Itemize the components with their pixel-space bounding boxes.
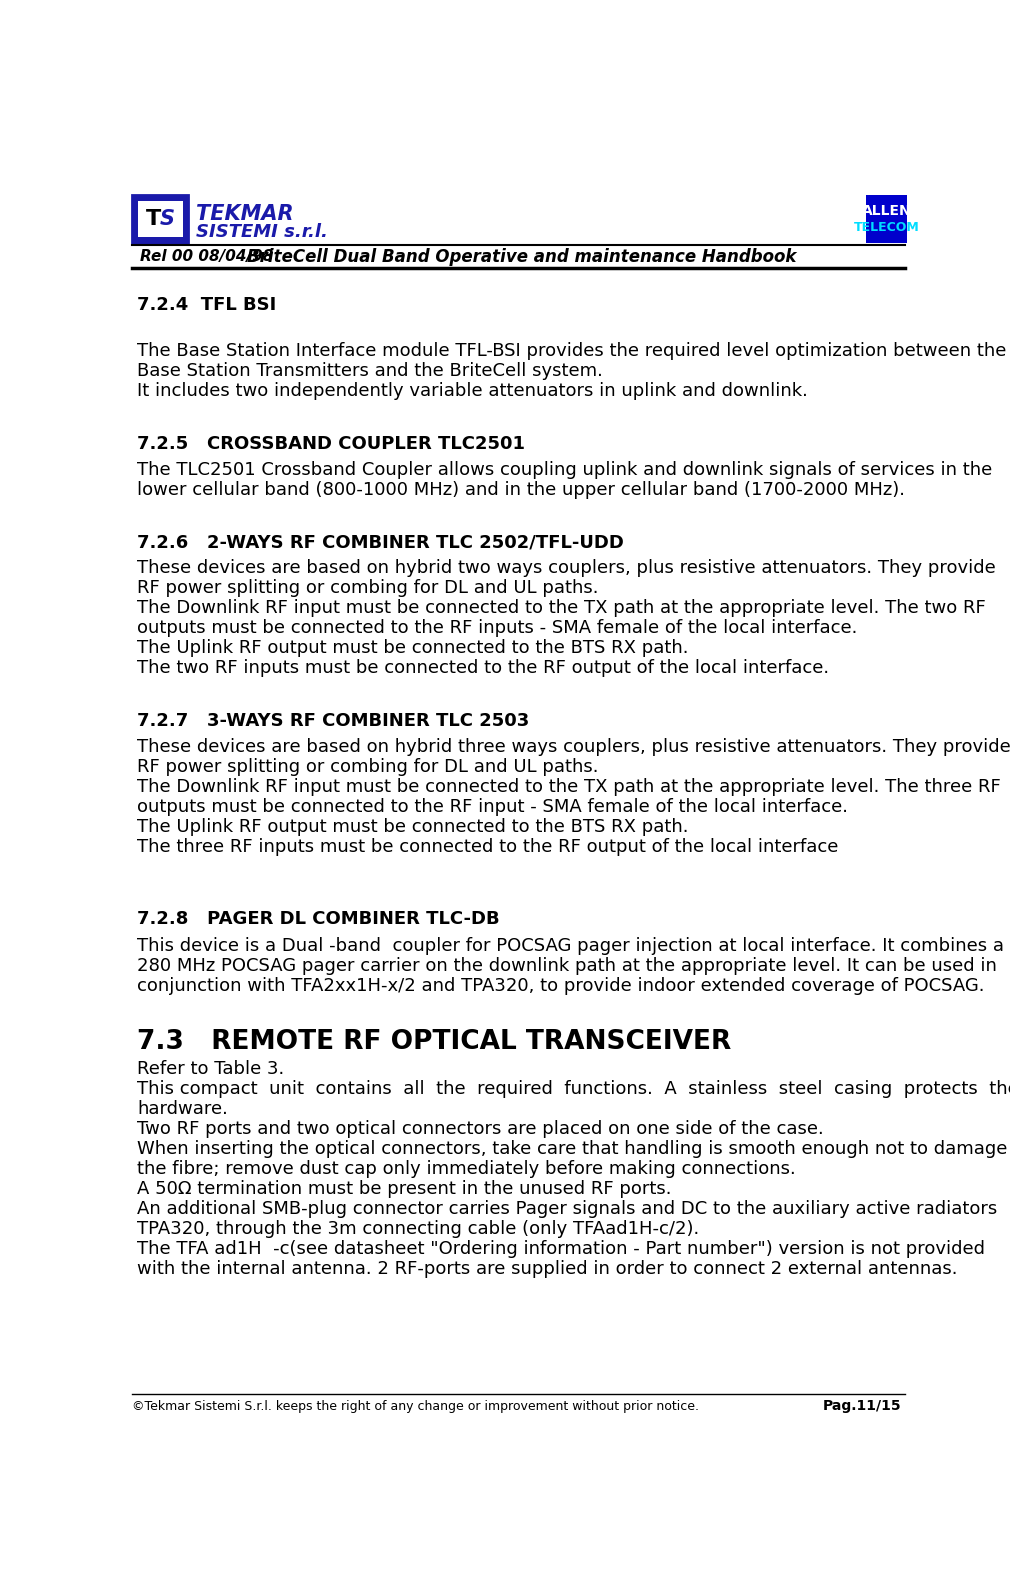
Text: TELECOM: TELECOM [853,222,919,234]
Text: T: T [145,209,161,230]
Text: TEKMAR: TEKMAR [196,204,294,223]
Text: Pag.11/15: Pag.11/15 [822,1400,901,1414]
Text: This device is a Dual -band  coupler for POCSAG pager injection at local interfa: This device is a Dual -band coupler for … [137,937,1004,955]
Text: Rel 00 08/04/98: Rel 00 08/04/98 [140,249,274,265]
Text: 7.3   REMOTE RF OPTICAL TRANSCEIVER: 7.3 REMOTE RF OPTICAL TRANSCEIVER [137,1030,731,1055]
Text: outputs must be connected to the RF input - SMA female of the local interface.: outputs must be connected to the RF inpu… [137,799,848,816]
Text: 7.2.8   PAGER DL COMBINER TLC-DB: 7.2.8 PAGER DL COMBINER TLC-DB [137,910,500,928]
Text: This compact  unit  contains  all  the  required  functions.  A  stainless  stee: This compact unit contains all the requi… [137,1079,1010,1098]
Text: The Uplink RF output must be connected to the BTS RX path.: The Uplink RF output must be connected t… [137,818,689,837]
Text: 280 MHz POCSAG pager carrier on the downlink path at the appropriate level. It c: 280 MHz POCSAG pager carrier on the down… [137,956,997,974]
Text: The Base Station Interface module TFL-BSI provides the required level optimizati: The Base Station Interface module TFL-BS… [137,343,1007,360]
Text: The TFA ad1H  -c(see datasheet "Ordering information - Part number") version is : The TFA ad1H -c(see datasheet "Ordering … [137,1240,985,1258]
Text: hardware.: hardware. [137,1100,228,1117]
Text: 7.2.6   2-WAYS RF COMBINER TLC 2502/TFL-UDD: 7.2.6 2-WAYS RF COMBINER TLC 2502/TFL-UD… [137,532,624,552]
Text: 7.2.5   CROSSBAND COUPLER TLC2501: 7.2.5 CROSSBAND COUPLER TLC2501 [137,435,525,453]
Text: An additional SMB-plug connector carries Pager signals and DC to the auxiliary a: An additional SMB-plug connector carries… [137,1200,997,1218]
Text: RF power splitting or combing for DL and UL paths.: RF power splitting or combing for DL and… [137,759,599,776]
Text: outputs must be connected to the RF inputs - SMA female of the local interface.: outputs must be connected to the RF inpu… [137,620,857,638]
Text: These devices are based on hybrid two ways couplers, plus resistive attenuators.: These devices are based on hybrid two wa… [137,559,996,577]
Text: The Downlink RF input must be connected to the TX path at the appropriate level.: The Downlink RF input must be connected … [137,599,986,617]
Text: Base Station Transmitters and the BriteCell system.: Base Station Transmitters and the BriteC… [137,362,603,381]
Text: Two RF ports and two optical connectors are placed on one side of the case.: Two RF ports and two optical connectors … [137,1121,824,1138]
Text: A 50Ω termination must be present in the unused RF ports.: A 50Ω termination must be present in the… [137,1180,672,1199]
Text: These devices are based on hybrid three ways couplers, plus resistive attenuator: These devices are based on hybrid three … [137,738,1010,756]
Text: 7.2.4  TFL BSI: 7.2.4 TFL BSI [137,296,277,314]
FancyBboxPatch shape [867,194,907,242]
Text: S: S [160,209,175,230]
Text: Refer to Table 3.: Refer to Table 3. [137,1060,285,1078]
Text: The TLC2501 Crossband Coupler allows coupling uplink and downlink signals of ser: The TLC2501 Crossband Coupler allows cou… [137,461,993,478]
Text: It includes two independently variable attenuators in uplink and downlink.: It includes two independently variable a… [137,383,808,400]
Text: RF power splitting or combing for DL and UL paths.: RF power splitting or combing for DL and… [137,579,599,598]
Text: TPA320, through the 3m connecting cable (only TFAad1H-c/2).: TPA320, through the 3m connecting cable … [137,1219,699,1239]
Text: The Downlink RF input must be connected to the TX path at the appropriate level.: The Downlink RF input must be connected … [137,778,1001,795]
Text: The three RF inputs must be connected to the RF output of the local interface: The three RF inputs must be connected to… [137,838,838,856]
Text: conjunction with TFA2xx1H-x/2 and TPA320, to provide indoor extended coverage of: conjunction with TFA2xx1H-x/2 and TPA320… [137,977,985,995]
Text: SISTEMI s.r.l.: SISTEMI s.r.l. [196,223,328,241]
FancyBboxPatch shape [132,194,188,242]
Text: 7.2.7   3-WAYS RF COMBINER TLC 2503: 7.2.7 3-WAYS RF COMBINER TLC 2503 [137,713,529,730]
Text: with the internal antenna. 2 RF-ports are supplied in order to connect 2 externa: with the internal antenna. 2 RF-ports ar… [137,1259,957,1278]
Text: The Uplink RF output must be connected to the BTS RX path.: The Uplink RF output must be connected t… [137,639,689,657]
FancyBboxPatch shape [138,201,183,238]
Text: When inserting the optical connectors, take care that handling is smooth enough : When inserting the optical connectors, t… [137,1140,1008,1157]
Text: ©Tekmar Sistemi S.r.l. keeps the right of any change or improvement without prio: ©Tekmar Sistemi S.r.l. keeps the right o… [132,1400,700,1412]
Text: the fibre; remove dust cap only immediately before making connections.: the fibre; remove dust cap only immediat… [137,1160,796,1178]
Text: lower cellular band (800-1000 MHz) and in the upper cellular band (1700-2000 MHz: lower cellular band (800-1000 MHz) and i… [137,481,905,499]
Text: The two RF inputs must be connected to the RF output of the local interface.: The two RF inputs must be connected to t… [137,660,829,677]
Text: BriteCell Dual Band Operative and maintenance Handbook: BriteCell Dual Band Operative and mainte… [246,247,796,266]
Text: ALLEN: ALLEN [862,204,911,217]
